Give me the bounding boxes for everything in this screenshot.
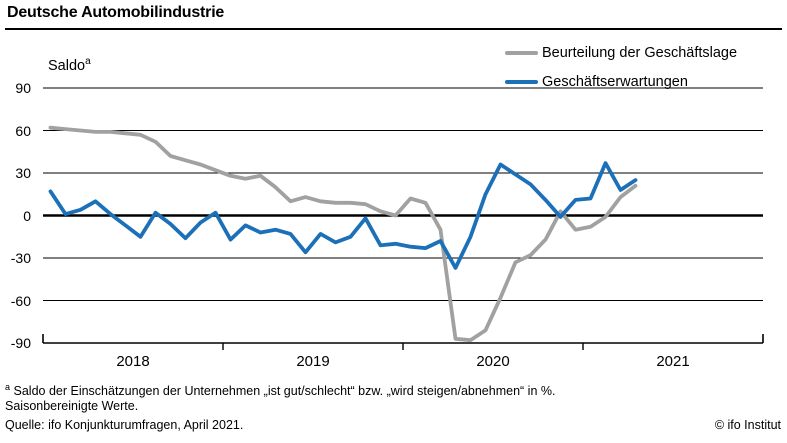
- legend-label: Beurteilung der Geschäftslage: [542, 44, 738, 61]
- y-tick-label-0: 0: [23, 207, 31, 224]
- y-axis-unit-label: Saldoa: [48, 56, 91, 74]
- x-tick-label-2021: 2021: [656, 353, 690, 370]
- x-tick-label-2020: 2020: [476, 353, 510, 370]
- y-tick-label--60: -60: [10, 292, 31, 309]
- footnote-marker: a: [5, 382, 11, 392]
- copyright-note: © ifo Institut: [714, 418, 781, 432]
- line-swatch-blue: [505, 79, 538, 84]
- source-note: Quelle: ifo Konjunkturumfragen, April 20…: [5, 418, 244, 432]
- x-tick-label-2019: 2019: [296, 353, 330, 370]
- series-line-gesch-ftserwartungen: [48, 161, 638, 270]
- y-tick-label--30: -30: [10, 250, 31, 266]
- series-line-beurteilung-der-gesch-ftslage: [48, 125, 638, 343]
- title-divider: [5, 28, 782, 30]
- footnote-definition: a Saldo der Einschätzungen der Unternehm…: [5, 382, 556, 399]
- saldo-footnote-marker: a: [85, 56, 91, 67]
- chart-legend: Beurteilung der Geschäftslage Geschäftse…: [505, 38, 737, 96]
- legend-label: Geschäftserwartungen: [542, 73, 688, 90]
- x-tick-label-2018: 2018: [116, 353, 150, 370]
- y-tick-label-60: 60: [15, 122, 31, 139]
- y-tick-label-90: 90: [15, 80, 31, 96]
- legend-item-geschaeftslage: Beurteilung der Geschäftslage: [505, 38, 737, 67]
- line-swatch-gray: [505, 50, 538, 55]
- page-title: Deutsche Automobilindustrie: [7, 4, 225, 21]
- y-tick-label-30: 30: [15, 165, 31, 181]
- footnote-seasonal: Saisonbereinigte Werte.: [5, 399, 139, 413]
- legend-item-erwartungen: Geschäftserwartungen: [505, 67, 737, 96]
- y-tick-label--90: -90: [10, 335, 31, 351]
